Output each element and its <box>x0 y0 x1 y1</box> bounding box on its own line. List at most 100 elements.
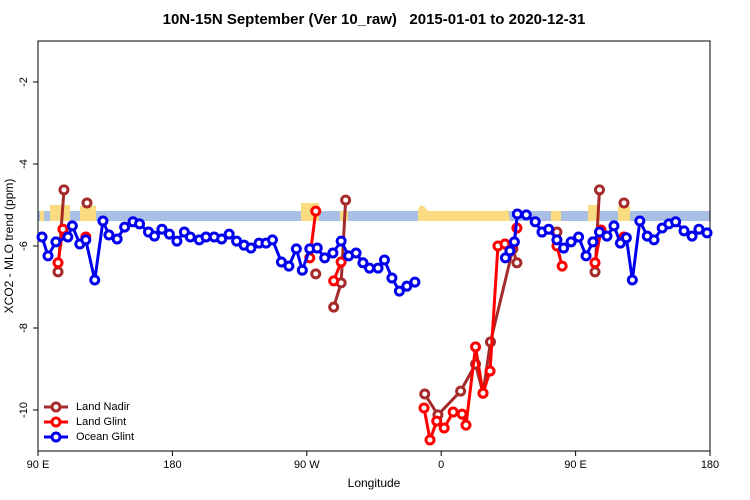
point <box>62 231 74 243</box>
coverage-band <box>38 203 710 221</box>
point <box>587 236 599 248</box>
point <box>163 228 175 240</box>
point <box>484 365 496 377</box>
point <box>171 235 183 247</box>
point <box>648 234 660 246</box>
point <box>438 422 450 434</box>
point <box>409 276 421 288</box>
ocean-band <box>38 211 710 221</box>
legend-label: Ocean Glint <box>76 431 134 443</box>
chart-title: 10N-15N September (Ver 10_raw) 2015-01-0… <box>163 11 586 28</box>
point <box>378 254 390 266</box>
point <box>701 227 713 239</box>
point <box>508 236 520 248</box>
point <box>551 234 563 246</box>
point <box>328 275 340 287</box>
y-tick-label: -2 <box>18 77 30 87</box>
point <box>372 262 384 274</box>
legend-marker <box>50 431 62 443</box>
point <box>543 223 555 235</box>
point <box>393 285 405 297</box>
point <box>66 220 78 232</box>
point <box>52 257 64 269</box>
point <box>42 250 54 262</box>
x-tick-label: 90 E <box>564 459 587 471</box>
point <box>310 268 322 280</box>
point <box>626 274 638 286</box>
point <box>350 247 362 259</box>
point <box>328 301 340 313</box>
x-tick-label: 90 E <box>27 459 50 471</box>
point <box>111 233 123 245</box>
point <box>620 232 632 244</box>
legend-label: Land Glint <box>76 416 126 428</box>
point <box>686 230 698 242</box>
y-tick-label: -8 <box>18 323 30 333</box>
point <box>558 242 570 254</box>
point <box>419 388 431 400</box>
legend-label: Land Nadir <box>76 401 130 413</box>
point <box>311 242 323 254</box>
point <box>327 247 339 259</box>
point <box>290 243 302 255</box>
point <box>678 225 690 237</box>
point <box>80 234 92 246</box>
point <box>52 266 64 278</box>
point <box>460 419 472 431</box>
point <box>573 231 585 243</box>
point <box>580 250 592 262</box>
point <box>670 216 682 228</box>
point <box>58 184 70 196</box>
point <box>119 221 131 233</box>
x-tick-label: 180 <box>701 459 719 471</box>
y-tick-label: -6 <box>18 241 30 251</box>
x-tick-label: 90 W <box>294 459 320 471</box>
point <box>456 408 468 420</box>
y-axis-label: XCO2 - MLO trend (ppm) <box>2 179 16 314</box>
point <box>184 231 196 243</box>
point <box>470 341 482 353</box>
point <box>601 230 613 242</box>
point <box>266 234 278 246</box>
point <box>134 218 146 230</box>
point <box>504 245 516 257</box>
point <box>36 231 48 243</box>
point <box>447 406 459 418</box>
point <box>529 216 541 228</box>
x-tick-label: 180 <box>163 459 181 471</box>
point <box>335 235 347 247</box>
point <box>103 229 115 241</box>
point <box>618 197 630 209</box>
point <box>589 266 601 278</box>
point <box>310 205 322 217</box>
point <box>50 236 62 248</box>
point <box>556 260 568 272</box>
series <box>36 208 713 297</box>
point <box>634 215 646 227</box>
point <box>283 260 295 272</box>
point <box>455 385 467 397</box>
legend-marker <box>50 401 62 413</box>
point <box>148 230 160 242</box>
point <box>593 184 605 196</box>
point <box>223 228 235 240</box>
point <box>97 215 109 227</box>
point <box>156 223 168 235</box>
y-tick-label: -10 <box>18 402 30 418</box>
point <box>335 256 347 268</box>
legend-marker <box>50 416 62 428</box>
point <box>364 262 376 274</box>
point <box>477 387 489 399</box>
point <box>608 220 620 232</box>
point <box>57 223 69 235</box>
point <box>216 233 228 245</box>
point <box>511 208 523 220</box>
point <box>296 264 308 276</box>
point <box>401 280 413 292</box>
plot-frame <box>37 40 711 452</box>
point <box>319 252 331 264</box>
point <box>245 242 257 254</box>
point <box>81 197 93 209</box>
point <box>565 236 577 248</box>
